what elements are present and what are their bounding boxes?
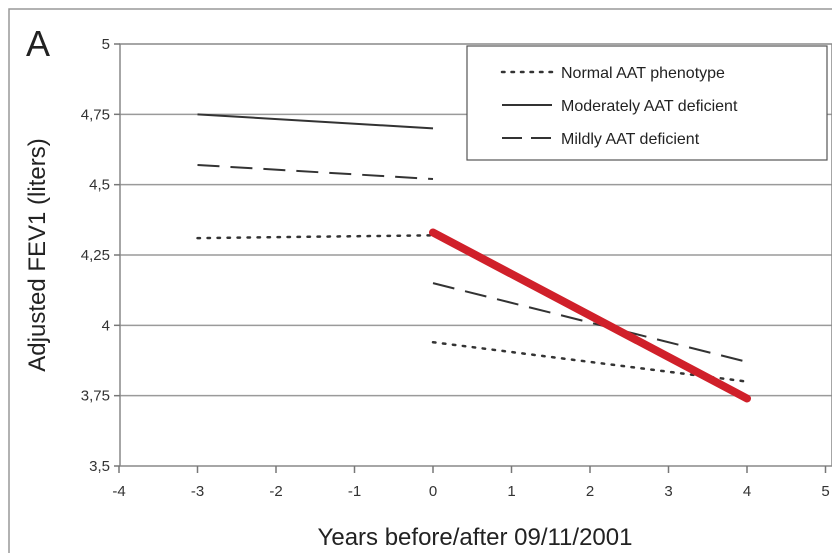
- series-2-segment-0: [197, 163, 434, 181]
- legend-box: [466, 45, 828, 161]
- x-axis-ticks: -4 -3 -2 -1 0 1 2 3 4 5: [112, 466, 830, 500]
- x-tick-label-9: 5: [821, 483, 829, 500]
- series-2-segment-1: [432, 282, 748, 363]
- x-tick-label-3: -1: [348, 483, 361, 500]
- y-tick-label-4: 4,5: [89, 177, 110, 194]
- x-tick-label-5: 1: [507, 483, 515, 500]
- highlight-trend: [429, 228, 751, 403]
- y-axis-ticks: 3,5 3,75 4 4,25 4,5 4,75 5: [81, 36, 120, 475]
- legend: Normal AAT phenotype Moderately AAT defic…: [466, 45, 828, 161]
- y-tick-label-6: 5: [102, 36, 110, 53]
- x-tick-label-4: 0: [429, 483, 437, 500]
- highlight-trend-line-0: [429, 228, 751, 403]
- y-tick-label-0: 3,5: [89, 458, 110, 475]
- legend-label-1: Moderately AAT deficient: [561, 98, 738, 115]
- series-0-segment-0: [196, 234, 435, 240]
- y-tick-label-2: 4: [102, 317, 110, 334]
- x-tick-label-7: 3: [664, 483, 672, 500]
- x-tick-label-2: -2: [269, 483, 282, 500]
- x-tick-label-0: -4: [112, 483, 125, 500]
- legend-label-0: Normal AAT phenotype: [561, 65, 725, 82]
- y-axis-label: Adjusted FEV1 (liters): [24, 138, 51, 371]
- y-tick-label-3: 4,25: [81, 247, 110, 264]
- x-tick-label-6: 2: [586, 483, 594, 500]
- panel-label: A: [26, 23, 50, 64]
- x-tick-label-1: -3: [191, 483, 204, 500]
- x-axis-label: Years before/after 09/11/2001: [318, 524, 633, 551]
- series-1-segment-0: [197, 113, 434, 130]
- legend-label-2: Mildly AAT deficient: [561, 131, 700, 148]
- y-tick-label-1: 3,75: [81, 388, 110, 405]
- x-tick-label-8: 4: [743, 483, 751, 500]
- y-tick-label-5: 4,75: [81, 106, 110, 123]
